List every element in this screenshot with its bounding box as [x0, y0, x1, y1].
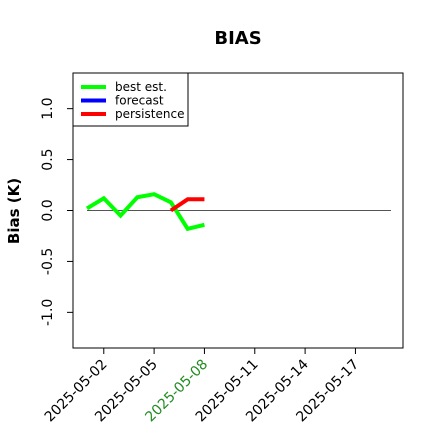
- y-tick-label: 1.0: [40, 98, 56, 120]
- series-layer: [85, 192, 205, 232]
- y-tick-label: -1.0: [40, 299, 56, 326]
- legend-label: best est.: [115, 80, 167, 94]
- y-tick-label: 0.5: [40, 148, 56, 170]
- y-tick-label: -0.5: [40, 248, 56, 275]
- series-line-best-est: [85, 192, 205, 232]
- y-tick-label: 0.0: [40, 199, 56, 221]
- legend-label: forecast: [115, 94, 164, 108]
- axes-layer: -1.0-0.50.00.51.02025-05-022025-05-05202…: [40, 98, 391, 425]
- chart-title: BIAS: [214, 28, 261, 49]
- series-line-persistence: [169, 197, 205, 213]
- legend-label: persistence: [115, 107, 184, 121]
- y-axis-label: Bias (K): [5, 178, 23, 244]
